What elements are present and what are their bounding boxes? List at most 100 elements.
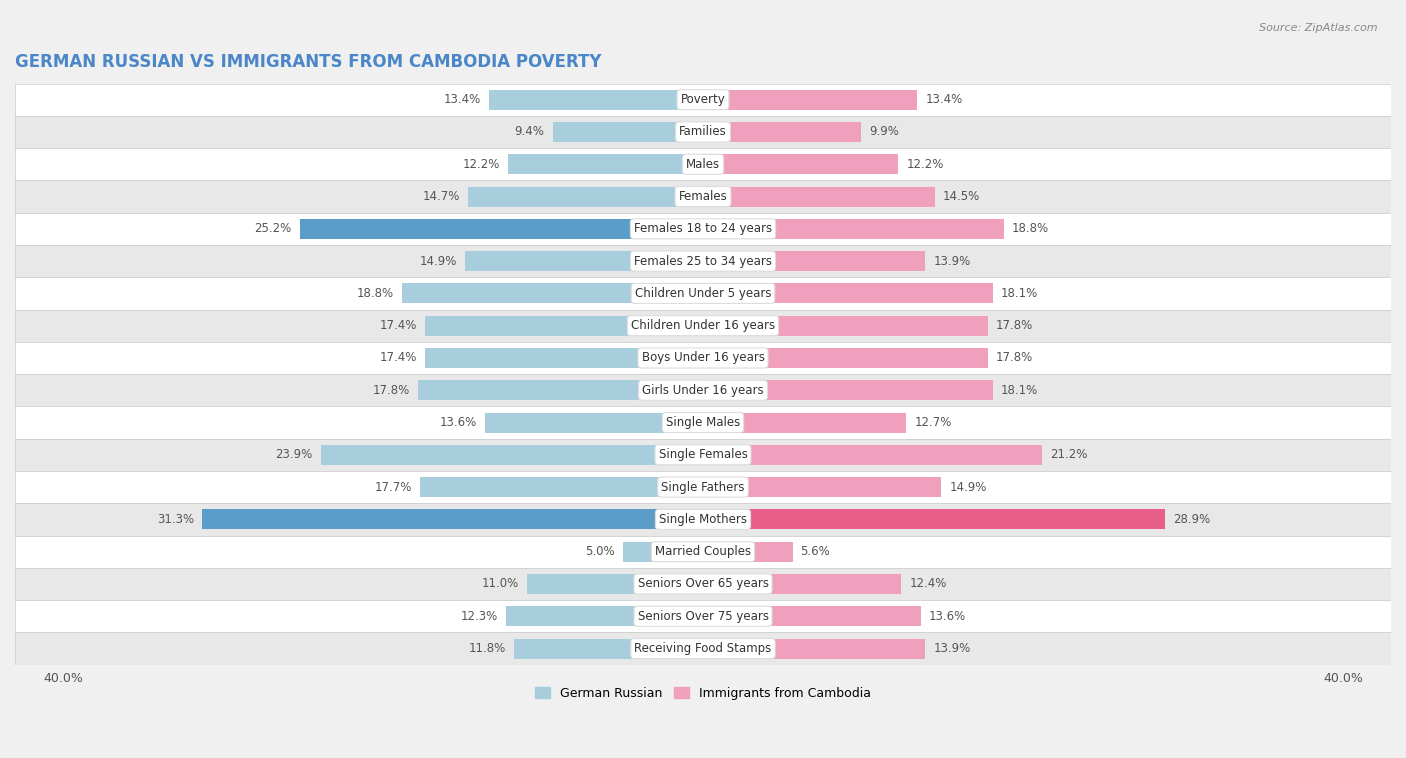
Bar <box>418 381 703 400</box>
Text: Seniors Over 65 years: Seniors Over 65 years <box>637 578 769 590</box>
Text: Poverty: Poverty <box>681 93 725 106</box>
Text: Families: Families <box>679 126 727 139</box>
Text: 18.8%: 18.8% <box>357 287 394 300</box>
Text: 14.9%: 14.9% <box>419 255 457 268</box>
Text: Boys Under 16 years: Boys Under 16 years <box>641 352 765 365</box>
Text: Females 18 to 24 years: Females 18 to 24 years <box>634 222 772 235</box>
Bar <box>703 251 925 271</box>
Text: 17.8%: 17.8% <box>995 352 1033 365</box>
Bar <box>508 155 703 174</box>
Text: Source: ZipAtlas.com: Source: ZipAtlas.com <box>1260 23 1378 33</box>
Bar <box>15 116 1391 148</box>
Text: 17.8%: 17.8% <box>995 319 1033 332</box>
Text: Males: Males <box>686 158 720 171</box>
Text: Single Females: Single Females <box>658 448 748 462</box>
Text: 17.4%: 17.4% <box>380 319 416 332</box>
Bar <box>15 439 1391 471</box>
Bar <box>553 122 703 142</box>
Text: 18.1%: 18.1% <box>1001 287 1038 300</box>
Bar <box>489 89 703 110</box>
Text: Seniors Over 75 years: Seniors Over 75 years <box>637 609 769 623</box>
Text: 13.4%: 13.4% <box>443 93 481 106</box>
Bar <box>15 277 1391 309</box>
Text: 14.9%: 14.9% <box>949 481 987 493</box>
Bar <box>703 155 898 174</box>
Bar <box>623 542 703 562</box>
Text: 9.4%: 9.4% <box>515 126 544 139</box>
Bar <box>15 406 1391 439</box>
Bar <box>515 638 703 659</box>
Bar <box>703 219 1004 239</box>
Text: 13.9%: 13.9% <box>934 642 970 655</box>
Text: Single Males: Single Males <box>666 416 740 429</box>
Text: 12.3%: 12.3% <box>461 609 498 623</box>
Text: Single Mothers: Single Mothers <box>659 513 747 526</box>
Bar <box>15 632 1391 665</box>
Bar <box>15 148 1391 180</box>
Text: 5.0%: 5.0% <box>585 545 614 558</box>
Bar <box>703 542 793 562</box>
Text: Receiving Food Stamps: Receiving Food Stamps <box>634 642 772 655</box>
Text: 13.6%: 13.6% <box>440 416 478 429</box>
Bar <box>703 381 993 400</box>
Bar <box>485 412 703 433</box>
Bar <box>15 374 1391 406</box>
Bar <box>703 445 1042 465</box>
Text: 21.2%: 21.2% <box>1050 448 1088 462</box>
Bar <box>15 503 1391 535</box>
Text: GERMAN RUSSIAN VS IMMIGRANTS FROM CAMBODIA POVERTY: GERMAN RUSSIAN VS IMMIGRANTS FROM CAMBOD… <box>15 53 602 71</box>
Bar <box>202 509 703 529</box>
Bar <box>321 445 703 465</box>
Text: 18.1%: 18.1% <box>1001 384 1038 396</box>
Text: Females 25 to 34 years: Females 25 to 34 years <box>634 255 772 268</box>
Text: 9.9%: 9.9% <box>869 126 900 139</box>
Text: 11.0%: 11.0% <box>482 578 519 590</box>
Bar <box>15 471 1391 503</box>
Text: Single Fathers: Single Fathers <box>661 481 745 493</box>
Bar <box>703 283 993 303</box>
Bar <box>703 574 901 594</box>
Text: 12.2%: 12.2% <box>463 158 499 171</box>
Bar <box>15 535 1391 568</box>
Bar <box>703 509 1166 529</box>
Text: 12.7%: 12.7% <box>914 416 952 429</box>
Text: 25.2%: 25.2% <box>254 222 292 235</box>
Legend: German Russian, Immigrants from Cambodia: German Russian, Immigrants from Cambodia <box>530 682 876 705</box>
Bar <box>15 180 1391 213</box>
Bar <box>15 83 1391 116</box>
Text: Married Couples: Married Couples <box>655 545 751 558</box>
Text: Girls Under 16 years: Girls Under 16 years <box>643 384 763 396</box>
Bar <box>15 342 1391 374</box>
Bar <box>15 600 1391 632</box>
Bar <box>703 348 988 368</box>
Text: 13.9%: 13.9% <box>934 255 970 268</box>
Bar <box>703 122 862 142</box>
Text: 14.7%: 14.7% <box>422 190 460 203</box>
Text: 13.4%: 13.4% <box>925 93 963 106</box>
Bar <box>402 283 703 303</box>
Text: 28.9%: 28.9% <box>1174 513 1211 526</box>
Text: 31.3%: 31.3% <box>157 513 194 526</box>
Bar <box>703 638 925 659</box>
Bar <box>425 315 703 336</box>
Text: 23.9%: 23.9% <box>276 448 312 462</box>
Text: Children Under 16 years: Children Under 16 years <box>631 319 775 332</box>
Text: 12.2%: 12.2% <box>907 158 943 171</box>
Bar <box>703 412 907 433</box>
Bar <box>468 186 703 207</box>
Text: 12.4%: 12.4% <box>910 578 946 590</box>
Bar <box>464 251 703 271</box>
Text: 14.5%: 14.5% <box>943 190 980 203</box>
Bar <box>299 219 703 239</box>
Bar <box>15 245 1391 277</box>
Bar <box>420 477 703 497</box>
Bar <box>527 574 703 594</box>
Text: 17.7%: 17.7% <box>374 481 412 493</box>
Text: 18.8%: 18.8% <box>1012 222 1049 235</box>
Text: 13.6%: 13.6% <box>928 609 966 623</box>
Bar <box>703 606 921 626</box>
Bar <box>15 568 1391 600</box>
Text: Children Under 5 years: Children Under 5 years <box>634 287 772 300</box>
Bar <box>703 89 917 110</box>
Bar <box>15 213 1391 245</box>
